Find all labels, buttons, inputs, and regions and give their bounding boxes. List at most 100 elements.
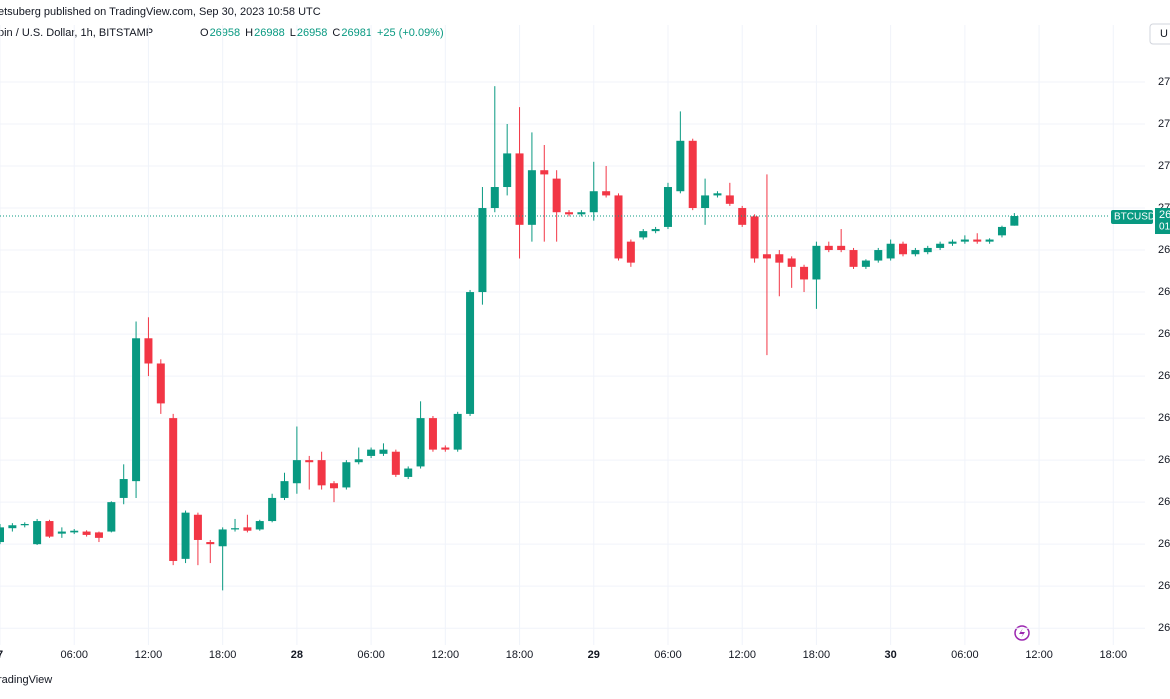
- candle-body: [515, 153, 524, 225]
- y-tick-label: 26: [1158, 328, 1170, 340]
- x-tick-label: 12:00: [135, 649, 163, 661]
- candle-body: [688, 140, 697, 209]
- candle-body: [527, 170, 536, 225]
- candle-body: [738, 208, 747, 225]
- price-tag-countdown: 01: [1159, 222, 1170, 233]
- candle-body: [503, 153, 512, 188]
- x-tick-label: 06:00: [60, 649, 88, 661]
- candle-body: [762, 254, 771, 259]
- candle-body: [565, 212, 574, 215]
- candle-body: [911, 250, 920, 255]
- candle-body: [305, 460, 314, 463]
- price-tag-symbol: [1111, 210, 1153, 225]
- candle-body: [132, 338, 141, 482]
- x-tick-label: 12:00: [1025, 649, 1053, 661]
- candle-body: [255, 521, 264, 530]
- candle-body: [997, 226, 1006, 236]
- y-tick-label: 26: [1158, 412, 1170, 424]
- published-line: etsuberg published on TradingView.com, S…: [0, 6, 321, 18]
- candle-body: [441, 447, 450, 450]
- ohlc-key: H: [245, 27, 253, 39]
- ohlc-key: O: [200, 27, 209, 39]
- x-tick-label: 12:00: [728, 649, 756, 661]
- candle-body: [589, 191, 598, 213]
- y-tick-label: 26: [1158, 286, 1170, 298]
- x-tick-label: 18:00: [209, 649, 237, 661]
- symbol-line: oin / U.S. Dollar, 1h, BITSTAMP: [0, 27, 153, 39]
- candle-body: [577, 212, 586, 215]
- price-tag-symbol-text: BTCUSD: [1114, 212, 1155, 223]
- candle-body: [268, 497, 277, 522]
- candle-body: [453, 413, 462, 450]
- candle-body: [899, 243, 908, 255]
- y-tick-label: 26: [1158, 496, 1170, 508]
- y-tick-label: 26: [1158, 370, 1170, 382]
- candle-body: [243, 527, 252, 531]
- y-tick-label: 26: [1158, 454, 1170, 466]
- x-tick-label: 06:00: [654, 649, 682, 661]
- ohlc-key: C: [332, 27, 340, 39]
- candle-body: [57, 531, 66, 534]
- price-tag: [1155, 208, 1170, 235]
- candle-body: [367, 449, 376, 456]
- event-icon[interactable]: [1014, 625, 1030, 641]
- x-tick-label: 06:00: [951, 649, 979, 661]
- candle-body: [82, 531, 91, 535]
- x-tick-label: 12:00: [432, 649, 460, 661]
- x-tick-label: 7: [0, 649, 3, 661]
- candle-body: [713, 193, 722, 196]
- candle-body: [725, 195, 734, 204]
- candle-body: [379, 449, 388, 454]
- candle-body: [985, 239, 994, 242]
- x-tick-label: 18:00: [506, 649, 534, 661]
- candle-body: [404, 468, 413, 477]
- x-tick-label: 06:00: [357, 649, 385, 661]
- candle-body: [156, 363, 165, 404]
- candle-body: [602, 191, 611, 196]
- candle-body: [206, 542, 215, 545]
- candle-body: [20, 523, 29, 526]
- candle-body: [540, 170, 549, 175]
- candle-body: [45, 521, 54, 537]
- y-tick-label: 27: [1158, 118, 1170, 130]
- candle-body: [107, 502, 116, 532]
- candle-body: [701, 195, 710, 209]
- candle-body: [428, 418, 437, 450]
- candle-body: [676, 140, 685, 192]
- y-tick-label: 26: [1158, 580, 1170, 592]
- currency-button-text[interactable]: U: [1160, 28, 1168, 40]
- candle-body: [874, 250, 883, 261]
- currency-button[interactable]: [1149, 23, 1170, 45]
- candle-body: [478, 208, 487, 293]
- candle-body: [948, 241, 957, 244]
- candle-body: [923, 247, 932, 253]
- candle-body: [490, 187, 499, 209]
- brand: radingView: [0, 674, 52, 686]
- candle-body: [936, 243, 945, 248]
- ohlc-key: L: [290, 27, 296, 39]
- candle-body: [1010, 216, 1019, 226]
- candle-body: [466, 292, 475, 414]
- candle-body: [33, 521, 42, 545]
- ohlc-value: 26981: [341, 27, 372, 39]
- ohlc-value: 26988: [254, 27, 285, 39]
- candle-body: [960, 239, 969, 242]
- candle-body: [218, 529, 227, 547]
- x-tick-label: 30: [885, 649, 897, 661]
- candle-body: [169, 418, 178, 561]
- x-tick-label: 18:00: [1100, 649, 1128, 661]
- x-tick-label: 28: [291, 649, 303, 661]
- x-tick-label: 18:00: [803, 649, 831, 661]
- grid: [0, 25, 1145, 645]
- ohlc-change: +25 (+0.09%): [377, 27, 444, 39]
- candle-body: [8, 525, 17, 529]
- candle-body: [614, 195, 623, 259]
- candle-body: [416, 418, 425, 467]
- candle-body: [750, 216, 759, 259]
- event-icon-bolt: [1019, 628, 1025, 638]
- candle-body: [317, 460, 326, 486]
- candle-body: [849, 250, 858, 267]
- candle-body: [775, 254, 784, 263]
